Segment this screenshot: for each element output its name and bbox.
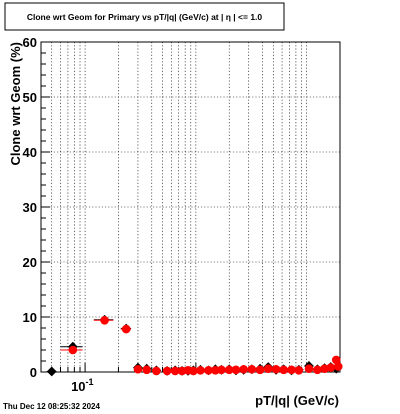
data-point-circle [263,364,273,374]
y-tick-label: 60 [23,35,37,50]
data-point-circle [333,362,343,371]
data-point-circle [294,366,304,375]
data-point-circle [196,366,205,375]
y-tick-labels: 0 10 20 30 40 50 60 [23,35,37,380]
timestamp: Thu Dec 12 08:25:32 2024 [3,402,100,411]
data-point-circle [313,365,322,375]
data-point-circle [239,364,248,374]
axis-ticks [40,41,341,373]
y-axis-title: Clone wrt Geom (%) [8,42,23,166]
data-point-circle [304,364,314,374]
chart-title: Clone wrt Geom for Primary vs pT/|q| (Ge… [27,12,263,22]
data-point-circle [247,364,257,374]
chart-title-box [4,2,285,31]
data-point-circle [142,365,152,375]
x-tick-label: 10-1 [71,377,93,394]
data-point-circle [152,366,161,376]
data-point-circle [287,365,296,375]
y-tick-label: 40 [23,145,37,160]
y-tick-label: 10 [23,310,37,325]
data-point-diamond [46,366,57,377]
grid-lines [40,42,341,372]
x-axis-title: pT/|q| (GeV/c) [255,393,339,408]
data-point-circle [255,365,265,375]
data-point-circle [231,365,241,375]
data-points [46,314,343,377]
data-point-circle [133,364,143,374]
data-point-circle [162,366,172,376]
y-tick-label: 20 [23,255,37,270]
data-point-circle [100,316,109,325]
y-tick-label: 50 [23,90,37,105]
data-point-circle [189,366,198,376]
data-point-circle [121,324,131,334]
data-point-circle [217,365,226,375]
data-point-circle [279,365,288,375]
data-point-circle [68,345,78,355]
data-point-circle [271,364,281,374]
y-tick-label: 0 [30,365,37,380]
data-point-circle [326,363,336,372]
y-tick-label: 30 [23,200,37,215]
